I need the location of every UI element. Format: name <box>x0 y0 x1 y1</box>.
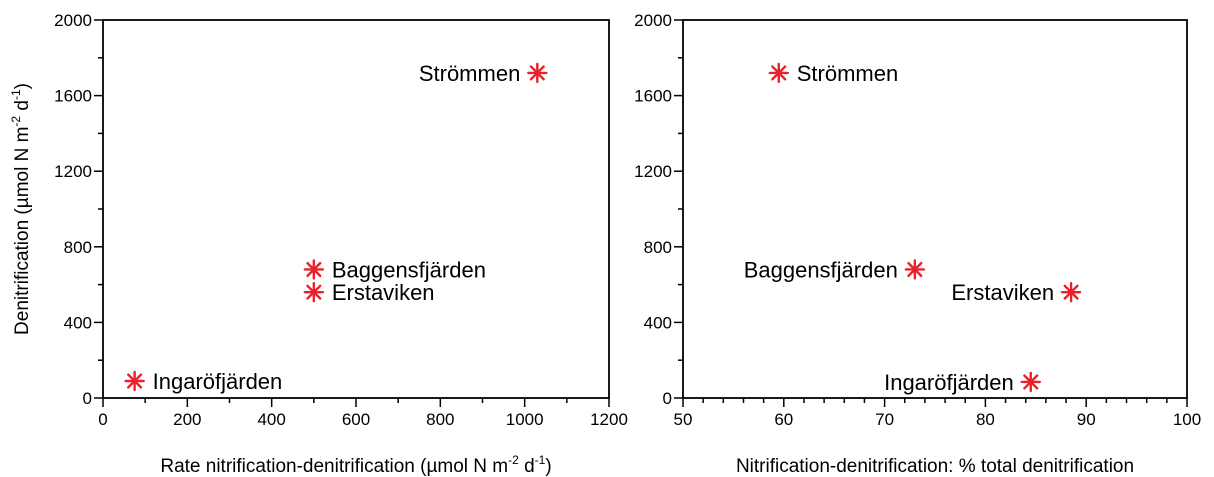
y-tick-label: 0 <box>663 389 672 408</box>
y-tick-label: 1600 <box>54 87 92 106</box>
y-tick-label: 800 <box>644 238 672 257</box>
x-tick-label: 80 <box>976 410 995 429</box>
y-tick-label: 2000 <box>54 11 92 30</box>
x-tick-label: 200 <box>173 410 201 429</box>
x-tick-label: 0 <box>98 410 107 429</box>
y-axis-title: Denitrification (µmol N m-2 d-1) <box>9 83 33 335</box>
data-point-marker <box>1060 281 1082 303</box>
x-tick-label: 1000 <box>506 410 544 429</box>
y-tick-label: 1600 <box>634 87 672 106</box>
data-point-marker <box>124 370 145 392</box>
x-axis-title: Nitrification-denitrification: % total d… <box>736 456 1134 477</box>
x-tick-label: 70 <box>875 410 894 429</box>
left-scatter-plot: 0 200 400 600 800 1000 1200 0 400 800 1200 1600 2000… <box>9 11 628 477</box>
x-tick-label: 600 <box>342 410 370 429</box>
plot-frame <box>682 19 1188 399</box>
data-point-label: Erstaviken <box>332 280 435 305</box>
y-tick-label: 800 <box>64 238 92 257</box>
right-scatter-plot: 50 60 70 80 90 100 0 400 800 1200 1600 2000 Nitrific… <box>634 11 1201 477</box>
data-point-label: Baggensfjärden <box>332 257 486 282</box>
x-tick-label: 1200 <box>590 410 628 429</box>
data-point-label: Strömmen <box>797 61 898 86</box>
data-point-marker <box>303 281 325 303</box>
y-tick-label: 1200 <box>54 162 92 181</box>
y-tick-label: 400 <box>64 313 92 332</box>
x-tick-label: 400 <box>257 410 285 429</box>
data-point-marker <box>303 259 325 280</box>
x-tick-label: 60 <box>774 410 793 429</box>
y-tick-label: 400 <box>644 313 672 332</box>
x-tick-label: 50 <box>674 410 693 429</box>
y-tick-label: 1200 <box>634 162 672 181</box>
x-tick-label: 800 <box>426 410 454 429</box>
y-tick-label: 0 <box>83 389 92 408</box>
data-point-marker <box>1020 371 1041 393</box>
data-point-marker <box>904 259 926 280</box>
data-point-label: Ingaröfjärden <box>884 370 1014 395</box>
data-point-label: Ingaröfjärden <box>153 369 283 394</box>
x-tick-label: 100 <box>1173 410 1201 429</box>
data-point-label: Erstaviken <box>951 280 1054 305</box>
x-tick-label: 90 <box>1077 410 1096 429</box>
x-axis-title: Rate nitrification-denitrification (µmol… <box>160 453 551 477</box>
y-tick-label: 2000 <box>634 11 672 30</box>
data-point-marker <box>527 62 548 84</box>
data-point-label: Baggensfjärden <box>744 257 898 282</box>
data-point-label: Strömmen <box>419 61 520 86</box>
data-point-marker <box>768 62 789 84</box>
